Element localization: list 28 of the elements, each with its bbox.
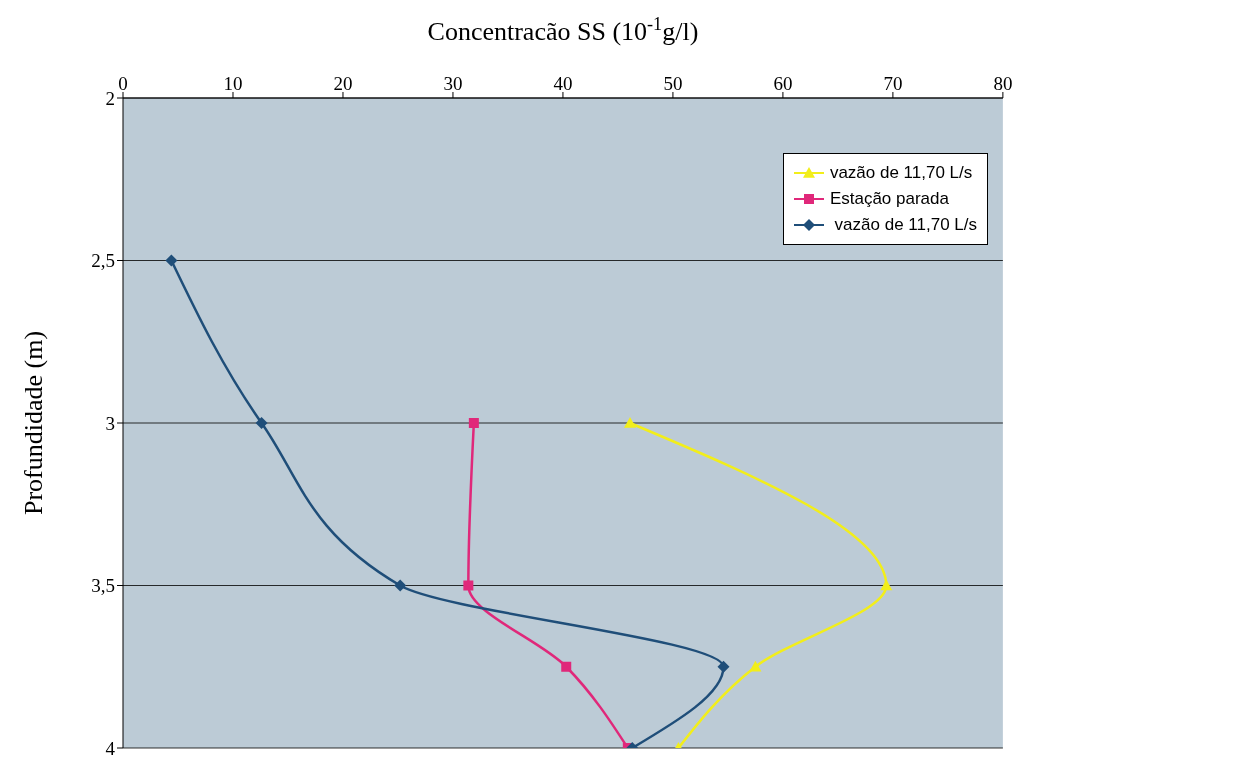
x-tick-label: 20 <box>333 73 353 94</box>
y-tick-label: 2,5 <box>91 250 115 272</box>
point <box>463 580 474 591</box>
x-tick-label: 50 <box>663 73 683 94</box>
x-tick-label: 70 <box>883 73 903 94</box>
point <box>561 661 572 672</box>
y-tick-label: 4 <box>105 737 116 759</box>
point <box>624 417 637 428</box>
point <box>165 254 178 267</box>
x-tick-label: 10 <box>223 73 243 94</box>
x-tick-label: 40 <box>553 73 573 94</box>
legend-label: Estação parada <box>829 189 949 209</box>
point <box>394 579 407 592</box>
x-axis-title: Concentracão SS (10$^{-1}$g/l) <box>427 14 699 46</box>
x-tick-label: 30 <box>443 73 463 94</box>
y-axis-title: Profundidade (m) <box>19 330 49 516</box>
y-tick-label: 3 <box>105 412 115 434</box>
y-tick-label: 2 <box>105 87 115 109</box>
point <box>717 660 730 673</box>
x-tick-label: 60 <box>773 73 793 94</box>
legend-label: vazão de 11,70 L/s <box>829 163 973 183</box>
legend-label: vazão de 11,70 L/s <box>833 215 977 235</box>
x-tick-label: 80 <box>993 73 1013 94</box>
point <box>468 418 479 428</box>
x-tick-label: 0 <box>118 73 128 94</box>
point <box>749 660 762 672</box>
point <box>255 417 268 429</box>
y-tick-label: 3,5 <box>91 575 115 597</box>
